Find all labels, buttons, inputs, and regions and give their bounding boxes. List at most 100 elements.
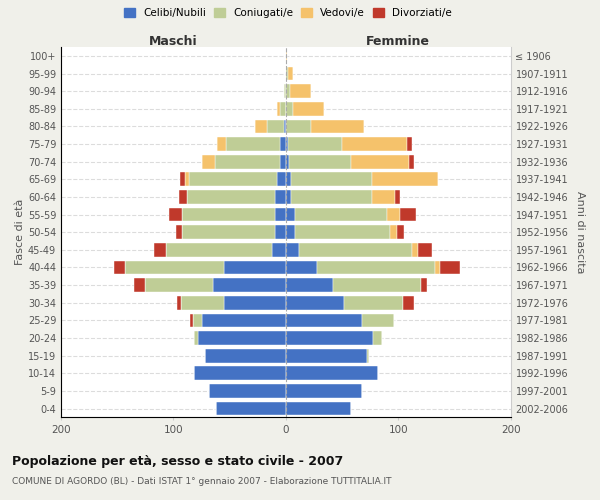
Bar (125, 260, 224, 274)
Bar (317, 260, 435, 274)
Bar (205, 349, 286, 362)
Bar (286, 314, 362, 328)
Bar (114, 260, 125, 274)
Bar (289, 155, 351, 168)
Bar (256, 120, 266, 134)
Bar (292, 172, 373, 186)
Bar (275, 226, 286, 239)
Bar (286, 260, 317, 274)
Bar (154, 243, 166, 256)
Bar (202, 155, 215, 168)
Bar (286, 66, 288, 80)
Y-axis label: Anni di nascita: Anni di nascita (575, 191, 585, 274)
Bar (333, 278, 421, 292)
Bar (409, 155, 414, 168)
Bar (284, 120, 286, 134)
Bar (295, 208, 387, 222)
Bar (288, 66, 293, 80)
Bar (373, 172, 437, 186)
Bar (292, 190, 373, 204)
Bar (299, 243, 412, 256)
Bar (194, 331, 198, 345)
Bar (412, 243, 418, 256)
Bar (344, 296, 403, 310)
Bar (397, 226, 404, 239)
Bar (185, 172, 189, 186)
Bar (181, 296, 224, 310)
Bar (215, 155, 280, 168)
Bar (421, 278, 427, 292)
Text: COMUNE DI AGORDO (BL) - Dati ISTAT 1° gennaio 2007 - Elaborazione TUTTITALIA.IT: COMUNE DI AGORDO (BL) - Dati ISTAT 1° ge… (12, 478, 392, 486)
Bar (134, 278, 145, 292)
Bar (277, 102, 280, 116)
Bar (217, 137, 226, 151)
Bar (362, 314, 394, 328)
Bar (224, 296, 286, 310)
Bar (286, 384, 362, 398)
Bar (213, 278, 286, 292)
Bar (286, 155, 289, 168)
Bar (286, 226, 295, 239)
Bar (145, 278, 213, 292)
Bar (277, 172, 286, 186)
Bar (198, 331, 286, 345)
Bar (226, 137, 280, 151)
Bar (418, 243, 432, 256)
Bar (290, 84, 311, 98)
Bar (367, 349, 369, 362)
Bar (293, 102, 324, 116)
Bar (286, 120, 311, 134)
Bar (266, 120, 284, 134)
Bar (288, 137, 342, 151)
Bar (391, 226, 397, 239)
Bar (286, 190, 292, 204)
Bar (284, 84, 286, 98)
Bar (342, 137, 407, 151)
Bar (179, 190, 187, 204)
Bar (180, 172, 185, 186)
Text: Popolazione per età, sesso e stato civile - 2007: Popolazione per età, sesso e stato civil… (12, 455, 343, 468)
Bar (280, 137, 286, 151)
Bar (373, 331, 382, 345)
Bar (166, 243, 272, 256)
Bar (190, 314, 193, 328)
Bar (373, 190, 395, 204)
Bar (400, 208, 416, 222)
Bar (202, 314, 286, 328)
Bar (189, 172, 277, 186)
Bar (182, 208, 275, 222)
Bar (280, 102, 286, 116)
Bar (286, 278, 333, 292)
Bar (286, 331, 373, 345)
Bar (193, 314, 202, 328)
Legend: Celibi/Nubili, Coniugati/e, Vedovi/e, Divorziati/e: Celibi/Nubili, Coniugati/e, Vedovi/e, Di… (121, 5, 455, 21)
Bar (182, 226, 275, 239)
Bar (286, 137, 288, 151)
Bar (435, 260, 440, 274)
Bar (295, 226, 391, 239)
Bar (440, 260, 460, 274)
Bar (311, 120, 364, 134)
Bar (395, 190, 400, 204)
Bar (275, 208, 286, 222)
Text: Maschi: Maschi (149, 35, 198, 48)
Bar (286, 243, 299, 256)
Bar (286, 366, 378, 380)
Bar (407, 137, 412, 151)
Bar (169, 208, 182, 222)
Y-axis label: Fasce di età: Fasce di età (15, 199, 25, 266)
Bar (286, 172, 292, 186)
Bar (209, 384, 286, 398)
Bar (194, 366, 286, 380)
Bar (275, 190, 286, 204)
Bar (403, 296, 414, 310)
Bar (224, 260, 286, 274)
Bar (286, 102, 293, 116)
Bar (286, 208, 295, 222)
Bar (387, 208, 400, 222)
Bar (176, 226, 182, 239)
Bar (286, 402, 351, 415)
Bar (187, 190, 275, 204)
Bar (286, 84, 290, 98)
Bar (280, 155, 286, 168)
